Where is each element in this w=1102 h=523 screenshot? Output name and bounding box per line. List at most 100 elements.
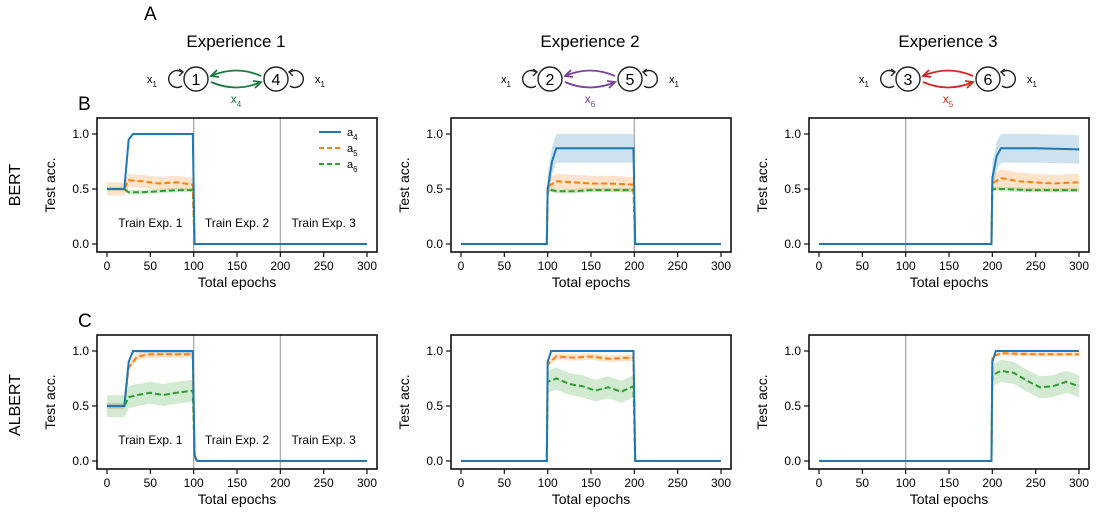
train-phase-label: Train Exp. 1 [118,216,183,230]
series-line-a6 [819,188,1079,245]
y-tick-label: 0.5 [72,182,89,196]
series-line-a6 [461,377,721,462]
transition-arrowhead-bottom [252,80,263,89]
x-tick-label: 300 [1069,476,1089,490]
right-self-loop [643,69,659,89]
x-tick-label: 250 [314,259,334,273]
series-line-a4 [107,350,367,462]
state-node-right-label: 4 [272,72,281,89]
plot-bert-exp2: 0.0 0.5 1.0 0 50 100 150 200 250 300 Total epochs T… [396,117,732,290]
state-node-left [895,66,921,92]
y-tick-label: 0.0 [784,237,801,251]
experience-1-title: Experience 1 [186,32,285,51]
x-tick-label: 0 [104,476,111,490]
state-node-left [537,66,563,92]
series-line-a4 [461,350,721,462]
transition-arrow-bottom [922,81,974,89]
train-phase-label: Train Exp. 2 [205,433,270,447]
series-band-a6 [819,186,1079,244]
right-self-loop [289,69,305,89]
right-input-label: x1 [669,74,680,89]
x-tick-label: 300 [357,259,377,273]
transition-arrowhead-top [921,69,932,78]
transition-arrow-top [922,69,974,77]
x-tick-label: 100 [184,259,204,273]
x-tick-label: 50 [498,476,512,490]
x-tick-label: 300 [711,259,731,273]
panel-letter-c: C [78,311,92,332]
right-self-loop [1001,69,1017,89]
x-tick-label: 50 [498,259,512,273]
series-line-a4 [819,350,1079,462]
left-self-loop-arrowhead [890,68,897,77]
y-tick-label: 1.0 [72,127,89,141]
x-tick-label: 150 [939,476,959,490]
y-tick-label: 1.0 [426,127,443,141]
x-tick-label: 300 [357,476,377,490]
plots-grid: 0.0 0.5 1.0 0 50 100 150 200 250 300 Total epochs T… [42,117,1090,507]
x-tick-label: 100 [538,259,558,273]
left-input-label: x1 [859,74,870,89]
state-node-right [263,66,289,92]
series-band-a4 [461,134,721,244]
x-axis-title: Total epochs [910,274,989,290]
transition-label: x4 [231,92,242,109]
right-input-label: x1 [1027,74,1038,89]
row-label-albert: ALBERT [7,374,24,436]
transition-arrow-bottom [564,81,616,89]
series-line-a5 [819,352,1079,462]
train-phase-label: Train Exp. 3 [292,433,357,447]
x-tick-label: 0 [104,259,111,273]
x-tick-label: 50 [144,259,158,273]
right-self-loop-arrowhead [641,68,648,77]
x-tick-label: 0 [816,476,823,490]
x-tick-label: 200 [624,259,644,273]
row-label-bert: BERT [7,164,24,207]
x-tick-label: 50 [144,476,158,490]
y-tick-label: 1.0 [426,344,443,358]
x-tick-label: 200 [270,259,290,273]
x-tick-label: 200 [270,476,290,490]
x-tick-label: 250 [314,476,334,490]
experience-3-title: Experience 3 [898,32,997,51]
series-line-a5 [461,355,721,462]
series-line-a5 [107,179,367,245]
left-self-loop-arrowhead [178,68,185,77]
legend-label-a6: a6 [347,159,358,174]
series-band-a6 [461,367,721,461]
state-node-right [975,66,1001,92]
series-line-a6 [819,369,1080,462]
y-tick-label: 0.0 [426,454,443,468]
x-tick-label: 150 [581,476,601,490]
series-band-a5 [819,351,1079,461]
right-self-loop-arrowhead [287,68,294,77]
state-node-left [183,66,209,92]
x-tick-label: 200 [624,476,644,490]
transition-label: x5 [943,92,954,109]
left-input-label: x1 [501,74,512,89]
left-self-loop [167,69,183,89]
left-self-loop [879,69,895,89]
x-tick-label: 200 [982,476,1002,490]
x-axis-title: Total epochs [552,491,631,507]
experience-2-title: Experience 2 [540,32,639,51]
x-tick-label: 100 [896,476,916,490]
series-band-a6 [461,186,721,244]
y-axis-title: Test acc. [754,157,770,212]
experience-1-diagram: Experience 1 x1 1 4 x1 x4 [147,32,326,109]
x-axis-title: Total epochs [552,274,631,290]
plot-bert-exp1: 0.0 0.5 1.0 0 50 100 150 200 250 300 Total epochs T… [42,117,378,290]
y-axis-title: Test acc. [42,157,58,212]
train-phase-label: Train Exp. 3 [292,216,357,230]
x-tick-label: 250 [1026,259,1046,273]
right-input-label: x1 [315,74,326,89]
legend-label-a5: a5 [347,143,358,158]
x-tick-label: 150 [581,259,601,273]
transition-arrowhead-top [209,69,220,78]
series-line-a4 [819,147,1080,245]
series-band-a5 [819,169,1079,244]
state-node-left-label: 3 [904,72,913,89]
series-line-a6 [461,187,721,245]
y-tick-label: 0.0 [72,237,89,251]
